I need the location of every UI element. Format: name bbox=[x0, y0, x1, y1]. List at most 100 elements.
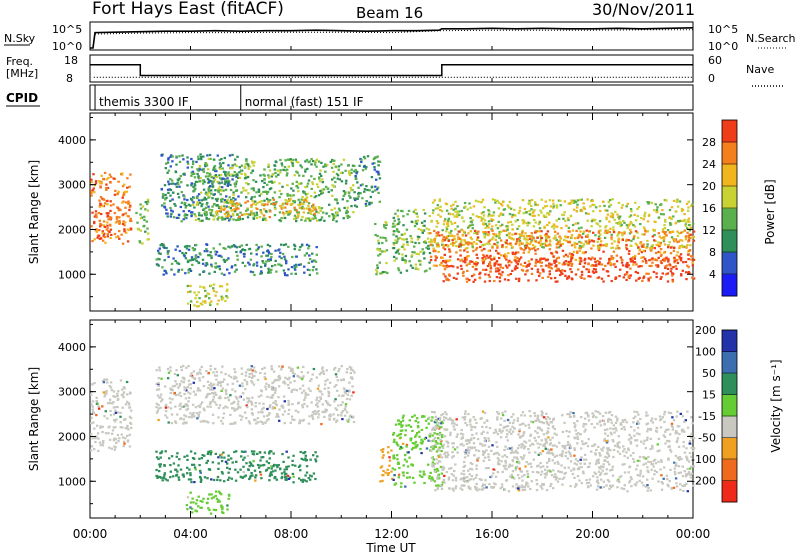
scatter-cell bbox=[278, 377, 282, 381]
scatter-cell bbox=[222, 258, 225, 261]
scatter-cell bbox=[172, 216, 176, 219]
scatter-cell bbox=[178, 249, 182, 253]
scatter-cell bbox=[236, 407, 239, 410]
scatter-cell bbox=[171, 385, 175, 388]
scatter-cell bbox=[576, 236, 580, 240]
scatter-cell bbox=[147, 232, 150, 235]
scatter-cell bbox=[349, 368, 353, 371]
scatter-cell bbox=[127, 403, 131, 406]
scatter-cell bbox=[362, 155, 366, 159]
scatter-cell bbox=[578, 262, 582, 265]
scatter-cell bbox=[305, 158, 309, 162]
scatter-cell bbox=[645, 261, 648, 265]
scatter-cell bbox=[282, 395, 286, 398]
scatter-cell bbox=[219, 163, 223, 166]
scatter-cell bbox=[399, 420, 402, 424]
scatter-cell bbox=[526, 263, 530, 267]
scatter-cell bbox=[105, 392, 108, 395]
scatter-cell bbox=[192, 501, 195, 504]
scatter-cell bbox=[264, 209, 268, 213]
scatter-cell bbox=[365, 185, 368, 188]
scatter-cell bbox=[169, 199, 172, 202]
scatter-cell bbox=[191, 170, 195, 173]
scatter-cell bbox=[178, 383, 182, 386]
scatter-cell bbox=[598, 220, 602, 223]
scatter-cell bbox=[666, 267, 670, 270]
scatter-cell bbox=[665, 273, 668, 276]
scatter-cell bbox=[105, 183, 108, 186]
scatter-cell bbox=[634, 270, 637, 274]
scatter-cell bbox=[273, 264, 277, 267]
scatter-cell bbox=[565, 224, 568, 227]
scatter-cell bbox=[229, 215, 233, 218]
scatter-cell bbox=[311, 415, 314, 418]
scatter-cell bbox=[179, 174, 182, 178]
scatter-cell bbox=[443, 265, 446, 268]
scatter-cell bbox=[536, 270, 540, 274]
noise-panel: N.Sky 10^5 10^0 10^5 10^0 N.Search bbox=[4, 21, 796, 53]
scatter-cell bbox=[121, 426, 124, 429]
scatter-cell bbox=[306, 182, 310, 185]
scatter-cell bbox=[205, 211, 208, 214]
scatter-cell bbox=[193, 184, 197, 187]
scatter-cell bbox=[218, 243, 222, 246]
scatter-cell bbox=[443, 253, 446, 256]
scatter-cell bbox=[301, 404, 304, 407]
scatter-cell bbox=[169, 391, 172, 395]
scatter-cell bbox=[346, 216, 350, 219]
scatter-cell bbox=[207, 218, 211, 221]
scatter-cell bbox=[308, 415, 311, 418]
scatter-cell bbox=[410, 254, 414, 257]
scatter-cell bbox=[280, 477, 283, 480]
scatter-cell bbox=[177, 268, 180, 272]
scatter-cell bbox=[446, 220, 449, 223]
scatter-cell bbox=[190, 174, 193, 177]
scatter-cell bbox=[571, 223, 575, 227]
scatter-cell bbox=[409, 264, 413, 267]
scatter-cell bbox=[552, 202, 555, 205]
scatter-cell bbox=[419, 228, 423, 231]
scatter-cell bbox=[113, 448, 116, 451]
scatter-cell bbox=[176, 470, 179, 473]
scatter-cell bbox=[674, 265, 677, 268]
scatter-cell bbox=[618, 231, 621, 234]
scatter-cell bbox=[198, 297, 201, 300]
scatter-cell bbox=[452, 208, 455, 211]
scatter-cell bbox=[488, 210, 491, 213]
scatter-cell bbox=[540, 230, 543, 233]
scatter-cell bbox=[463, 249, 466, 252]
scatter-cell bbox=[197, 169, 200, 172]
scatter-cell bbox=[334, 165, 337, 168]
scatter-cell bbox=[209, 405, 212, 408]
scatter-cell bbox=[231, 388, 234, 391]
scatter-cell bbox=[668, 263, 671, 266]
scatter-cell bbox=[603, 204, 606, 207]
scatter-cell bbox=[285, 259, 288, 263]
scatter-cell bbox=[182, 418, 185, 421]
scatter-cell bbox=[209, 388, 212, 391]
scatter-cell bbox=[597, 248, 601, 252]
scatter-cell bbox=[592, 264, 596, 267]
scatter-cell bbox=[493, 257, 496, 261]
scatter-cell bbox=[400, 482, 403, 485]
scatter-cell bbox=[321, 181, 324, 184]
scatter-cell bbox=[285, 472, 288, 475]
scatter-cell bbox=[456, 258, 460, 261]
scatter-cell bbox=[240, 372, 244, 375]
scatter-cell bbox=[316, 411, 319, 414]
scatter-cell bbox=[514, 242, 517, 246]
scatter-cell bbox=[669, 433, 672, 436]
scatter-cell bbox=[417, 259, 421, 262]
scatter-cell bbox=[335, 420, 338, 423]
scatter-cell bbox=[279, 467, 282, 470]
scatter-cell bbox=[449, 255, 452, 258]
scatter-cell bbox=[432, 239, 436, 242]
scatter-cell bbox=[365, 200, 368, 203]
scatter-cell bbox=[438, 199, 441, 203]
scatter-cell bbox=[244, 174, 247, 177]
scatter-cell bbox=[108, 402, 111, 405]
scatter-cell bbox=[455, 423, 458, 426]
scatter-cell bbox=[207, 181, 211, 184]
scatter-cell bbox=[397, 462, 400, 465]
